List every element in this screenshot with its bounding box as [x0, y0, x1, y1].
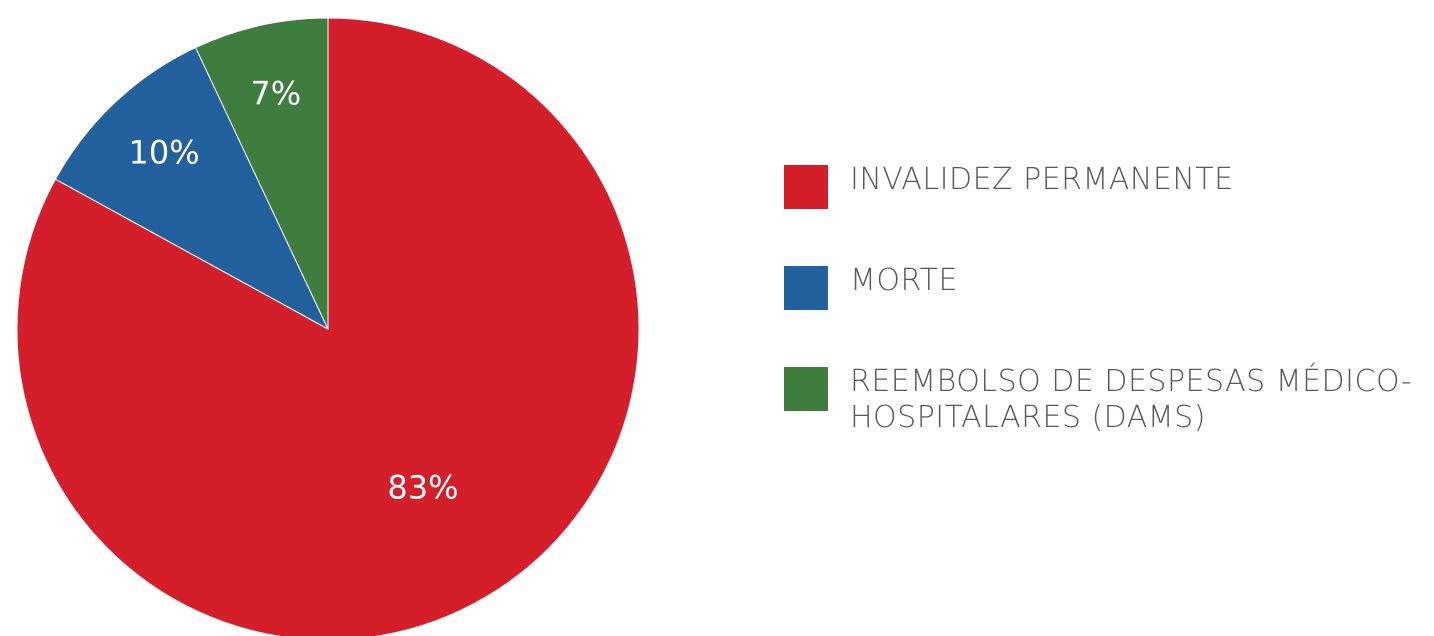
value-label: 7%: [250, 74, 301, 112]
legend-item: INVALIDEZ PERMANENTE: [784, 150, 1434, 209]
legend-label: INVALIDEZ PERMANENTE: [850, 162, 1234, 197]
pie-chart: 83% 10% 7%: [16, 17, 640, 636]
legend-swatch: [784, 367, 828, 411]
legend-item: REEMBOLSO DE DESPESAS MÉDICO-HOSPITALARE…: [784, 352, 1434, 436]
pie-slice: [16, 17, 640, 636]
legend-label: REEMBOLSO DE DESPESAS MÉDICO-HOSPITALARE…: [850, 364, 1413, 435]
legend-item: MORTE: [784, 251, 1434, 310]
value-label: 10%: [129, 133, 200, 171]
legend: INVALIDEZ PERMANENTE MORTE REEMBOLSO DE DE…: [784, 150, 1434, 478]
legend-label: MORTE: [850, 263, 958, 298]
pie-slice: [194, 17, 329, 330]
pie-slice: [54, 46, 330, 331]
value-label: 83%: [387, 469, 458, 507]
legend-swatch: [784, 266, 828, 310]
legend-swatch: [784, 165, 828, 209]
